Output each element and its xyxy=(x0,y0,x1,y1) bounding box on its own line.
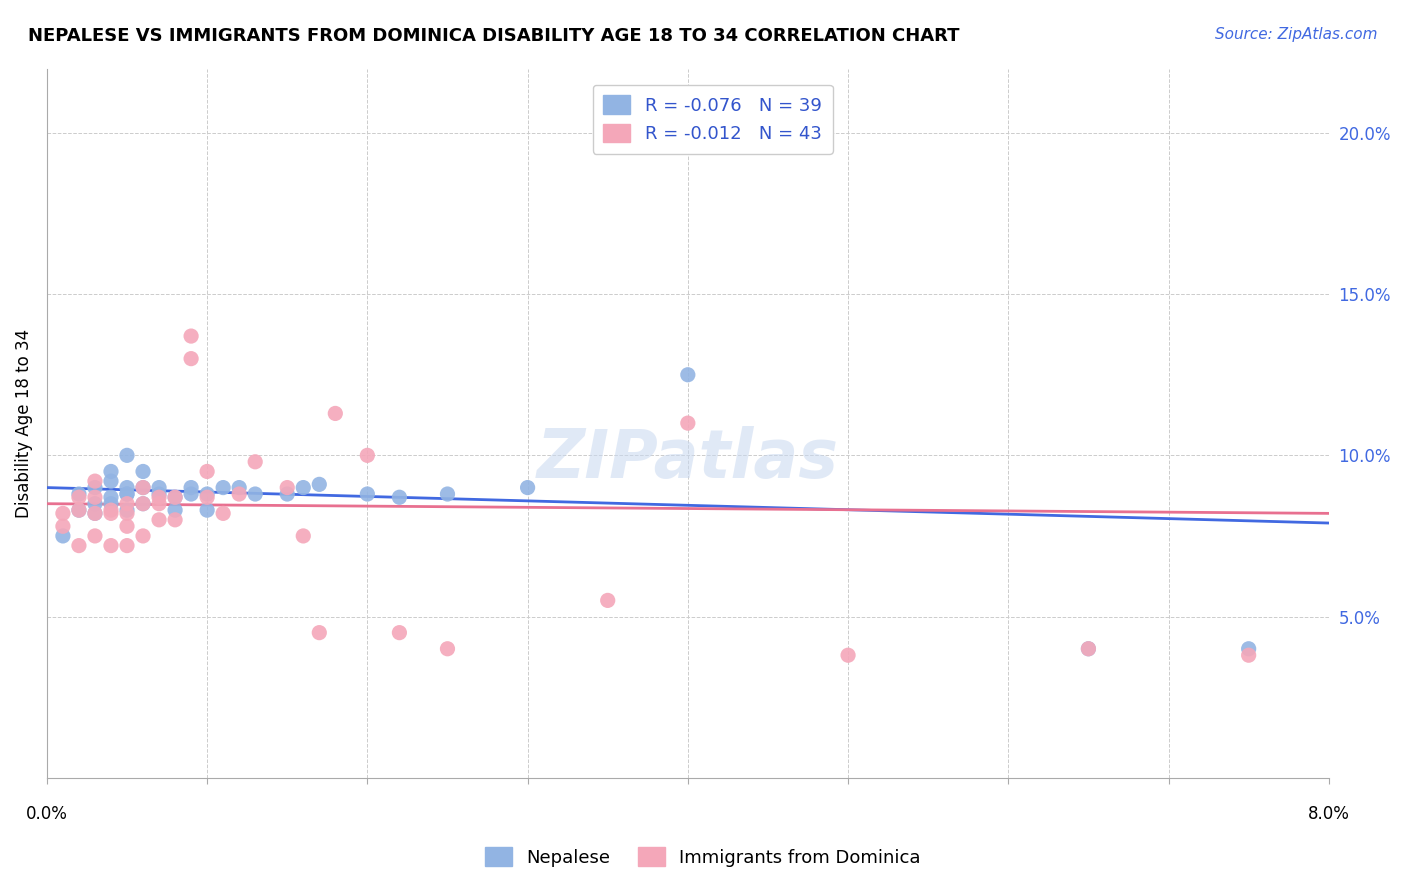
Point xyxy=(212,481,235,495)
Point xyxy=(276,487,298,501)
Y-axis label: Disability Age 18 to 34: Disability Age 18 to 34 xyxy=(15,328,32,517)
Point xyxy=(52,529,75,543)
Point xyxy=(67,539,90,553)
Point xyxy=(84,497,107,511)
Point xyxy=(195,490,218,504)
Point xyxy=(67,487,90,501)
Point xyxy=(84,507,107,521)
Point xyxy=(388,490,411,504)
Text: 8.0%: 8.0% xyxy=(1308,805,1350,823)
Point xyxy=(115,519,138,533)
Point xyxy=(84,529,107,543)
Point xyxy=(165,490,187,504)
Point xyxy=(1077,641,1099,656)
Point xyxy=(276,481,298,495)
Text: NEPALESE VS IMMIGRANTS FROM DOMINICA DISABILITY AGE 18 TO 34 CORRELATION CHART: NEPALESE VS IMMIGRANTS FROM DOMINICA DIS… xyxy=(28,27,960,45)
Point xyxy=(165,490,187,504)
Point xyxy=(52,507,75,521)
Point xyxy=(1077,641,1099,656)
Point xyxy=(180,351,202,366)
Point xyxy=(100,507,122,521)
Point xyxy=(52,519,75,533)
Point xyxy=(148,513,170,527)
Point xyxy=(436,487,458,501)
Point xyxy=(148,481,170,495)
Point xyxy=(308,477,330,491)
Point xyxy=(1237,648,1260,663)
Point xyxy=(115,448,138,462)
Point xyxy=(516,481,538,495)
Point xyxy=(356,487,378,501)
Point xyxy=(67,503,90,517)
Point xyxy=(195,487,218,501)
Point xyxy=(115,507,138,521)
Point xyxy=(67,503,90,517)
Point xyxy=(195,465,218,479)
Text: Source: ZipAtlas.com: Source: ZipAtlas.com xyxy=(1215,27,1378,42)
Point xyxy=(676,368,699,382)
Point xyxy=(676,416,699,430)
Point xyxy=(292,481,315,495)
Point xyxy=(115,539,138,553)
Point xyxy=(115,481,138,495)
Point xyxy=(100,465,122,479)
Point xyxy=(100,490,122,504)
Point xyxy=(84,507,107,521)
Point xyxy=(180,487,202,501)
Point xyxy=(84,490,107,504)
Point xyxy=(165,503,187,517)
Point xyxy=(388,625,411,640)
Point xyxy=(132,529,155,543)
Point xyxy=(1237,641,1260,656)
Point xyxy=(356,448,378,462)
Text: 0.0%: 0.0% xyxy=(25,805,67,823)
Point xyxy=(132,497,155,511)
Point xyxy=(148,490,170,504)
Point xyxy=(100,497,122,511)
Point xyxy=(436,641,458,656)
Point xyxy=(115,487,138,501)
Point xyxy=(115,503,138,517)
Point xyxy=(132,481,155,495)
Point xyxy=(308,625,330,640)
Point xyxy=(100,474,122,488)
Text: ZIPatlas: ZIPatlas xyxy=(537,425,839,491)
Point xyxy=(837,648,859,663)
Legend: R = -0.076   N = 39, R = -0.012   N = 43: R = -0.076 N = 39, R = -0.012 N = 43 xyxy=(592,85,832,154)
Point xyxy=(165,513,187,527)
Point xyxy=(596,593,619,607)
Point xyxy=(180,329,202,343)
Point xyxy=(212,507,235,521)
Point xyxy=(245,455,267,469)
Point xyxy=(132,481,155,495)
Point xyxy=(228,487,250,501)
Point xyxy=(132,497,155,511)
Point xyxy=(180,481,202,495)
Point xyxy=(245,487,267,501)
Point xyxy=(67,490,90,504)
Point xyxy=(115,497,138,511)
Point xyxy=(84,474,107,488)
Point xyxy=(100,503,122,517)
Point xyxy=(132,465,155,479)
Point xyxy=(148,497,170,511)
Point xyxy=(148,487,170,501)
Point xyxy=(115,487,138,501)
Point xyxy=(100,539,122,553)
Legend: Nepalese, Immigrants from Dominica: Nepalese, Immigrants from Dominica xyxy=(478,840,928,874)
Point xyxy=(228,481,250,495)
Point xyxy=(84,481,107,495)
Point xyxy=(292,529,315,543)
Point xyxy=(323,406,346,420)
Point xyxy=(195,503,218,517)
